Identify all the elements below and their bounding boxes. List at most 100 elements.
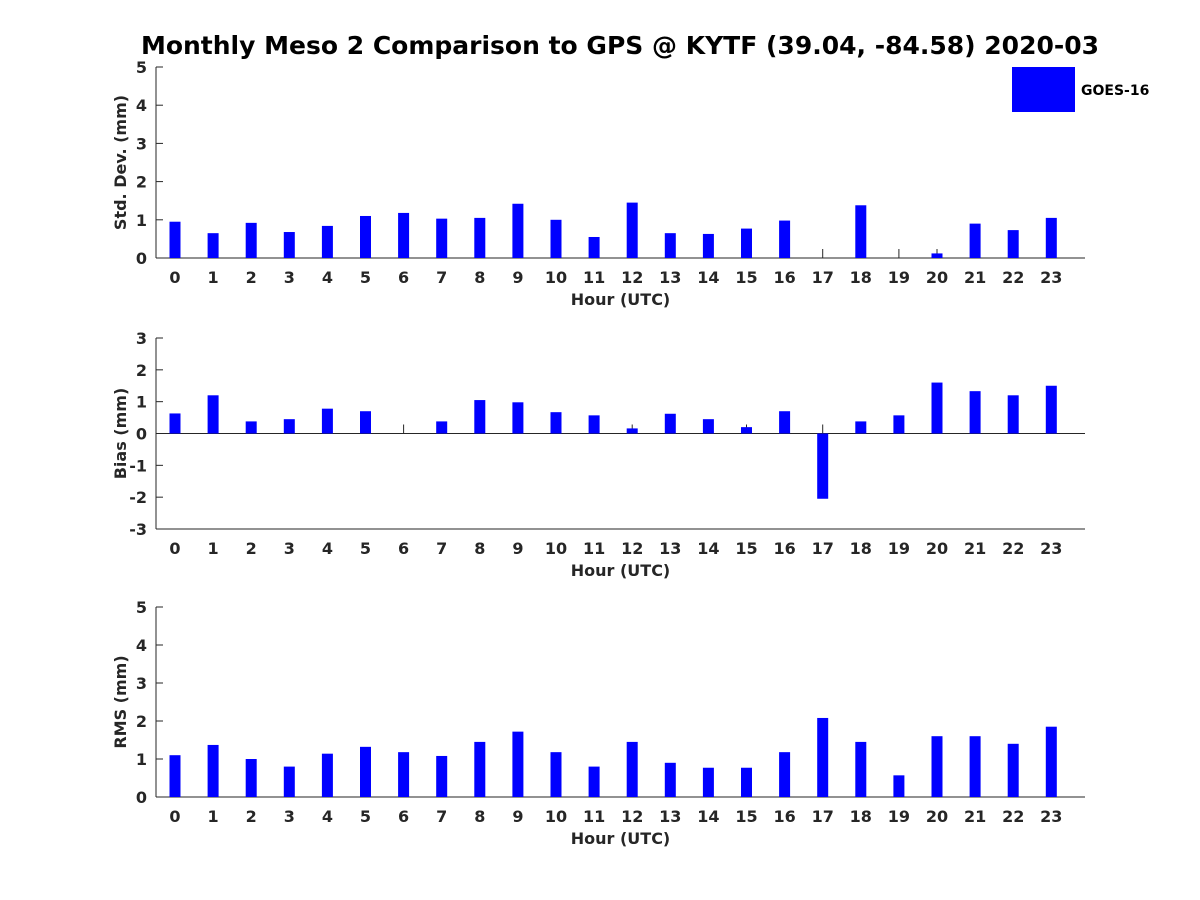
rms-x-tick-label: 14	[697, 807, 719, 826]
bias-bar	[741, 427, 752, 434]
std-dev-y-tick-label: 0	[136, 249, 147, 268]
std-dev-y-axis-label: Std. Dev. (mm)	[111, 95, 130, 230]
rms-bar	[398, 752, 410, 797]
std-dev-y-tick-label: 4	[136, 96, 147, 115]
std-dev-x-tick-label: 1	[208, 268, 219, 287]
rms-y-tick-label: 3	[136, 674, 147, 693]
bias-x-tick-label: 7	[436, 539, 447, 558]
rms-x-tick-label: 18	[850, 807, 872, 826]
rms-y-tick-label: 4	[136, 636, 147, 655]
bias-bar	[360, 411, 371, 434]
rms-x-tick-label: 15	[735, 807, 757, 826]
rms-bar	[436, 755, 448, 797]
bias-x-tick-label: 23	[1040, 539, 1062, 558]
rms-bar	[817, 717, 829, 797]
std-dev-x-tick-label: 14	[697, 268, 719, 287]
std-dev-x-tick-label: 13	[659, 268, 681, 287]
bias-x-tick-label: 12	[621, 539, 643, 558]
std-dev-bar	[283, 232, 295, 258]
bias-bar	[283, 419, 295, 434]
rms-bar	[512, 731, 524, 797]
bias-bar	[1045, 385, 1057, 434]
bias-x-tick-label: 0	[169, 539, 180, 558]
std-dev-bar	[1007, 230, 1019, 258]
legend-label: GOES-16	[1081, 83, 1149, 99]
rms-bar	[474, 741, 486, 797]
rms-x-axis-label: Hour (UTC)	[571, 829, 671, 848]
std-dev-x-tick-label: 18	[850, 268, 872, 287]
bias-bar	[779, 411, 791, 434]
std-dev-bar	[1045, 217, 1057, 258]
rms-x-tick-label: 7	[436, 807, 447, 826]
rms-bar	[245, 759, 257, 797]
std-dev-y-tick-label: 3	[136, 134, 147, 153]
rms-bar	[741, 767, 752, 797]
bias-bar	[588, 415, 600, 434]
std-dev-bar	[779, 220, 791, 258]
rms-bar	[283, 766, 295, 797]
std-dev-x-tick-label: 16	[773, 268, 795, 287]
rms-x-tick-label: 20	[926, 807, 948, 826]
std-dev-bar	[398, 212, 410, 258]
bias-bar	[969, 391, 981, 434]
std-dev-x-tick-label: 9	[512, 268, 523, 287]
bias-bar	[817, 433, 829, 499]
rms-x-tick-label: 6	[398, 807, 409, 826]
rms-x-tick-label: 1	[208, 807, 219, 826]
std-dev-x-tick-label: 11	[583, 268, 605, 287]
rms-x-tick-label: 8	[474, 807, 485, 826]
rms-bar	[169, 755, 181, 797]
std-dev-x-axis-label: Hour (UTC)	[571, 290, 671, 309]
std-dev-x-tick-label: 8	[474, 268, 485, 287]
bias-y-axis-label: Bias (mm)	[111, 388, 130, 480]
bias-x-tick-label: 3	[284, 539, 295, 558]
std-dev-bar	[588, 236, 600, 258]
rms-x-tick-label: 4	[322, 807, 333, 826]
rms-bar	[1045, 726, 1057, 797]
std-dev-y-tick-label: 5	[136, 58, 147, 77]
rms-bar	[626, 741, 638, 797]
bias-x-tick-label: 2	[246, 539, 257, 558]
rms-x-tick-label: 17	[812, 807, 834, 826]
rms-bar	[321, 753, 333, 797]
std-dev-x-tick-label: 7	[436, 268, 447, 287]
bias-x-axis-label: Hour (UTC)	[571, 561, 671, 580]
rms-bar	[207, 744, 219, 797]
bias-y-tick-label: -1	[129, 456, 147, 475]
bias-x-tick-label: 8	[474, 539, 485, 558]
rms-x-tick-label: 10	[545, 807, 567, 826]
bias-bar	[207, 395, 219, 434]
rms-y-tick-label: 5	[136, 598, 147, 617]
bias-bar	[626, 428, 638, 434]
rms-x-tick-label: 2	[246, 807, 257, 826]
bias-y-tick-label: 0	[136, 425, 147, 444]
bias-x-tick-label: 22	[1002, 539, 1024, 558]
std-dev-x-tick-label: 22	[1002, 268, 1024, 287]
rms-bar	[855, 741, 867, 797]
std-dev-x-tick-label: 17	[812, 268, 834, 287]
std-dev-x-tick-label: 5	[360, 268, 371, 287]
bias-x-tick-label: 9	[512, 539, 523, 558]
bias-x-tick-label: 10	[545, 539, 567, 558]
std-dev-bar	[360, 215, 371, 258]
bias-y-tick-label: 3	[136, 329, 147, 348]
rms-x-tick-label: 23	[1040, 807, 1062, 826]
bias-bar	[321, 408, 333, 434]
std-dev-x-tick-label: 15	[735, 268, 757, 287]
legend-swatch	[1012, 67, 1075, 112]
rms-x-tick-label: 13	[659, 807, 681, 826]
rms-bar	[550, 752, 562, 797]
std-dev-x-tick-label: 23	[1040, 268, 1062, 287]
rms-x-tick-label: 11	[583, 807, 605, 826]
std-dev-x-tick-label: 21	[964, 268, 986, 287]
bias-bar	[512, 402, 524, 434]
legend: GOES-16	[1012, 67, 1149, 112]
bias-x-tick-label: 11	[583, 539, 605, 558]
std-dev-bar	[169, 221, 181, 258]
rms-y-tick-label: 0	[136, 788, 147, 807]
bias-x-tick-label: 5	[360, 539, 371, 558]
std-dev-bar	[702, 233, 714, 258]
std-dev-x-tick-label: 19	[888, 268, 910, 287]
